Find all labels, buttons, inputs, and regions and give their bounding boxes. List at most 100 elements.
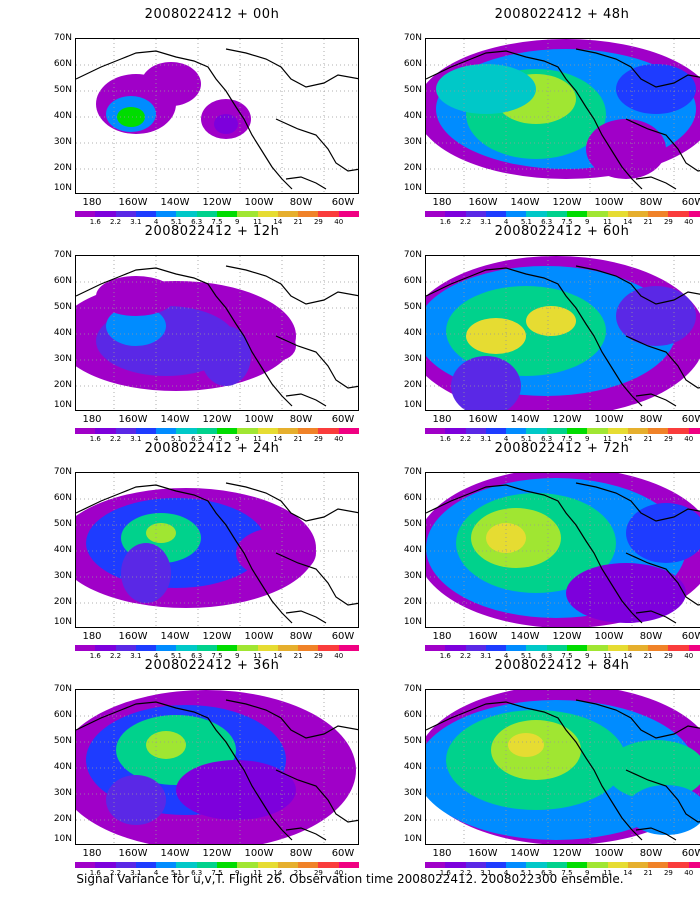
lon-tick-label: 180 — [82, 197, 102, 208]
colorbar-swatch — [216, 862, 238, 868]
heatmap-plot — [75, 38, 359, 194]
variance-contour — [566, 563, 686, 623]
colorbar-swatch — [277, 428, 299, 434]
colorbar-swatch — [587, 645, 608, 651]
lon-tick-label: 80W — [289, 848, 313, 859]
colorbar-label: 4 — [153, 435, 159, 443]
coastline — [426, 701, 643, 841]
colorbar — [425, 211, 700, 217]
colorbar-label: 14 — [273, 435, 283, 443]
colorbar-label: 5.1 — [520, 652, 532, 660]
colorbar-swatch — [688, 211, 700, 217]
coastline — [575, 48, 700, 88]
colorbar-label: 14 — [273, 869, 283, 877]
lon-tick-label: 120W — [202, 197, 232, 208]
colorbar-swatch — [156, 211, 177, 217]
colorbar-swatch — [318, 645, 339, 651]
heatmap-plot — [425, 255, 700, 411]
lon-tick-label: 60W — [681, 197, 700, 208]
heatmap-svg — [426, 39, 700, 193]
colorbar-label: 1.6 — [89, 869, 101, 877]
coastline — [285, 827, 327, 841]
colorbar-swatch — [465, 211, 486, 217]
coastline — [635, 827, 677, 841]
colorbar-swatch — [607, 428, 628, 434]
colorbar-label: 9 — [585, 869, 590, 877]
colorbar-swatch — [506, 428, 527, 434]
colorbar-swatch — [75, 211, 96, 217]
lat-tick-label: 40N — [403, 762, 422, 772]
lat-tick-label: 50N — [53, 85, 72, 95]
coastline — [285, 610, 327, 624]
lon-tick-label: 180 — [432, 414, 452, 425]
lat-tick-label: 10N — [403, 400, 422, 410]
lat-tick-label: 60N — [403, 59, 422, 69]
variance-contour — [606, 740, 700, 800]
colorbar-label: 40 — [684, 652, 694, 660]
colorbar-label: 7.5 — [561, 435, 573, 443]
heatmap-svg — [76, 690, 358, 844]
lon-tick-label: 60W — [681, 631, 700, 642]
colorbar-label: 11 — [253, 869, 263, 877]
coastline — [275, 118, 358, 172]
colorbar-label: 1.6 — [89, 652, 101, 660]
colorbar-label: 3.1 — [480, 218, 492, 226]
coastline — [76, 50, 293, 190]
colorbar-swatch — [216, 645, 238, 651]
colorbar-swatch — [485, 428, 507, 434]
lat-tick-label: 40N — [403, 328, 422, 338]
map-panel: 2008022412 + 00h 70N 60N 50N 40N 30N 20N 10N 180… — [42, 7, 382, 226]
colorbar-swatch — [196, 211, 217, 217]
colorbar-swatch — [338, 211, 359, 217]
colorbar-label: 2.2 — [109, 435, 122, 443]
lat-tick-label: 70N — [403, 467, 422, 477]
colorbar-label: 11 — [253, 218, 263, 226]
variance-contour — [256, 331, 296, 361]
lon-tick-label: 100W — [594, 197, 624, 208]
variance-contour — [451, 356, 521, 410]
lon-tick-label: 120W — [552, 197, 582, 208]
colorbar-label: 1.6 — [439, 652, 451, 660]
lon-tick-label: 160W — [118, 848, 148, 859]
lat-tick-label: 30N — [403, 354, 422, 364]
variance-contour — [201, 326, 251, 386]
colorbar-label: 6.3 — [541, 218, 553, 226]
lat-tick-label: 10N — [403, 183, 422, 193]
colorbar-label: 9 — [235, 435, 240, 443]
colorbar-swatch — [627, 211, 649, 217]
colorbar-label: 2.2 — [109, 652, 122, 660]
heatmap-svg — [426, 473, 700, 627]
colorbar-swatch — [216, 428, 238, 434]
panel-title: 2008022412 + 72h — [494, 441, 630, 456]
lon-tick-label: 160W — [468, 414, 498, 425]
colorbar-label: 11 — [603, 652, 613, 660]
lat-tick-label: 10N — [403, 617, 422, 627]
lat-tick-label: 50N — [53, 302, 72, 312]
lon-tick-label: 160W — [118, 197, 148, 208]
colorbar-swatch — [688, 862, 700, 868]
colorbar-label: 29 — [313, 869, 323, 877]
colorbar-swatch — [445, 862, 466, 868]
colorbar-label: 4 — [153, 652, 159, 660]
variance-contour — [616, 286, 696, 346]
lat-tick-label: 60N — [403, 276, 422, 286]
colorbar-label: 2.2 — [459, 218, 472, 226]
colorbar-label: 4 — [503, 435, 509, 443]
variance-contour — [146, 523, 176, 543]
colorbar-label: 21 — [643, 218, 653, 226]
colorbar-swatch — [668, 645, 689, 651]
lat-tick-label: 70N — [53, 467, 72, 477]
colorbar-label: 3.1 — [480, 435, 492, 443]
colorbar-swatch — [668, 862, 689, 868]
variance-contour — [526, 306, 576, 336]
colorbar-label: 40 — [334, 652, 344, 660]
colorbar-label: 40 — [334, 435, 344, 443]
colorbar-swatch — [75, 645, 96, 651]
variance-contour — [616, 64, 696, 114]
colorbar-label: 29 — [313, 435, 323, 443]
colorbar-swatch — [627, 862, 649, 868]
colorbar-label: 29 — [663, 869, 673, 877]
colorbar-swatch — [115, 428, 136, 434]
colorbar-swatch — [627, 645, 649, 651]
colorbar-swatch — [135, 211, 157, 217]
